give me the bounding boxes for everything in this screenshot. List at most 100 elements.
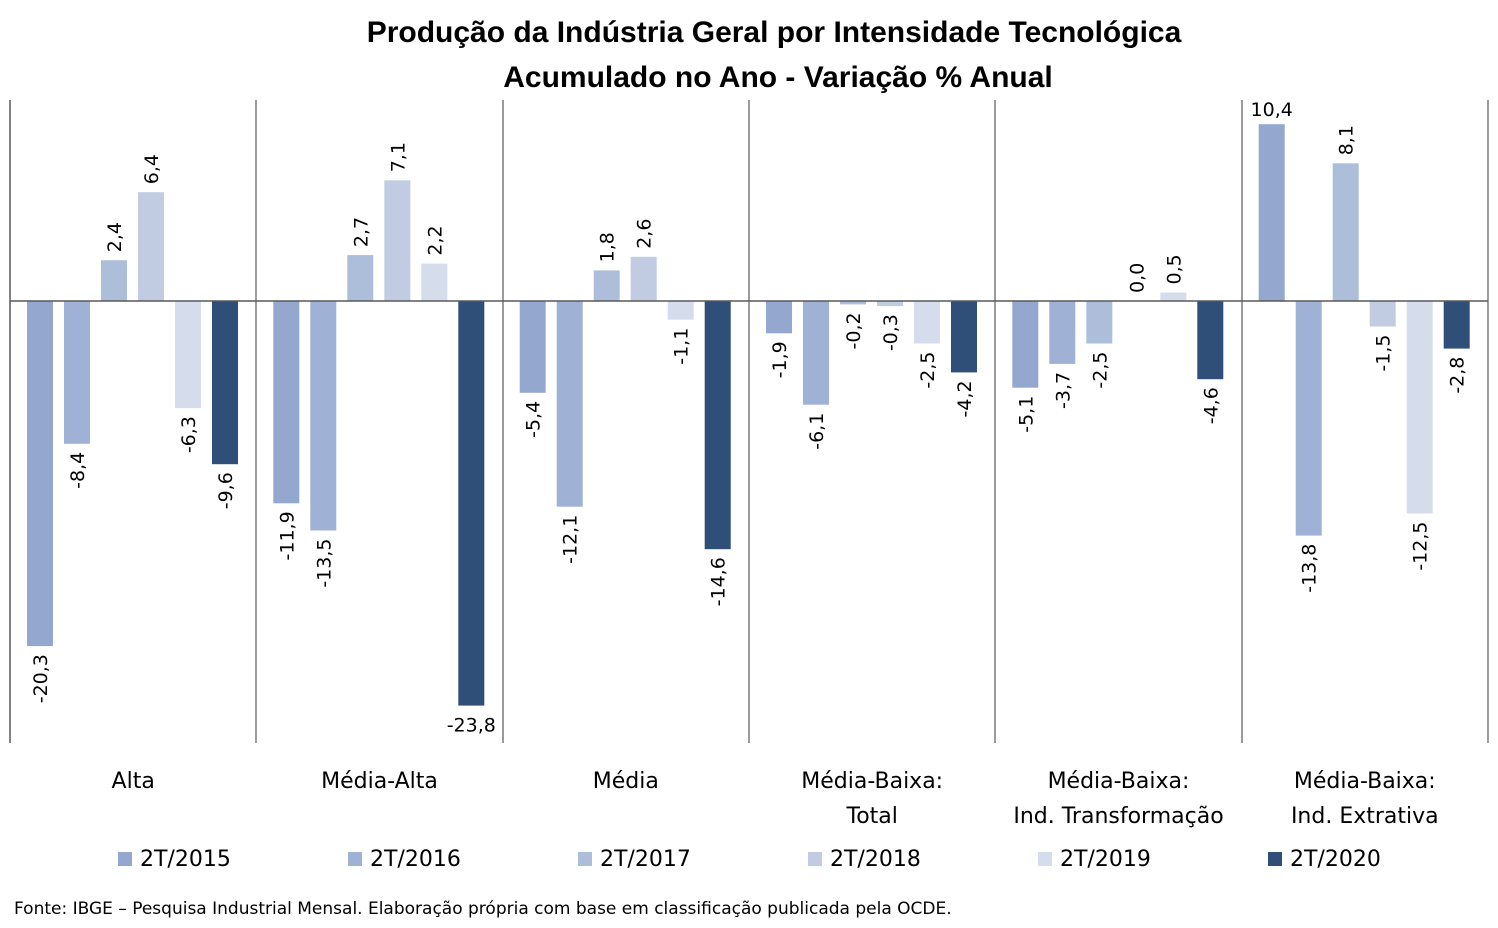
legend: 2T/2015 2T/2016 2T/2017 2T/2018 2T/2019 2T/20… (118, 847, 1381, 872)
data-label: -9,6 (215, 472, 237, 509)
bar-2T-2020-cat-3 (951, 301, 977, 373)
bar-2T-2018-cat-0 (138, 192, 164, 301)
bar-2T-2020-cat-2 (704, 301, 731, 550)
bar-2T-2015-cat-1 (273, 301, 300, 504)
data-label: -1,1 (671, 328, 693, 365)
category-label: Média (593, 769, 659, 794)
data-label: 8,1 (1336, 125, 1358, 155)
bar-2T-2019-cat-2 (667, 301, 694, 320)
data-label: -8,4 (67, 452, 89, 489)
data-label: -3,7 (1052, 372, 1074, 409)
bar-2T-2019-cat-0 (175, 301, 201, 409)
bar-2T-2016-cat-1 (310, 301, 337, 531)
bar-2T-2017-cat-3 (840, 301, 866, 305)
data-label: -2,8 (1447, 357, 1469, 394)
bar-2T-2017-cat-4 (1086, 301, 1113, 344)
data-label: -6,3 (178, 416, 200, 453)
legend-swatch (1268, 852, 1282, 866)
data-label: 1,8 (597, 232, 619, 262)
data-label: 0,5 (1163, 254, 1185, 284)
category-label: Média-Baixa: (1294, 769, 1436, 794)
data-label: -5,1 (1015, 396, 1037, 433)
data-label: -1,9 (769, 341, 791, 378)
bar-2T-2020-cat-5 (1443, 301, 1470, 349)
data-labels: -20,3 -11,9 -5,4 -1,9 -5,1 10,4 -8,4 -13,5 -12,1… (30, 99, 1469, 736)
legend-swatch (808, 852, 822, 866)
bar-2T-2019-cat-5 (1406, 301, 1433, 514)
data-label: -11,9 (276, 511, 298, 560)
bar-2T-2015-cat-4 (1012, 301, 1039, 388)
bar-2T-2018-cat-3 (877, 301, 903, 307)
data-label: -5,4 (523, 401, 545, 438)
bar-2T-2016-cat-5 (1295, 301, 1322, 536)
data-label: -6,1 (806, 413, 828, 450)
bar-2T-2019-cat-1 (421, 263, 448, 301)
data-label: 0,0 (1126, 263, 1148, 293)
bar-2T-2016-cat-3 (803, 301, 829, 405)
data-label: 6,4 (141, 154, 163, 184)
legend-swatch (1038, 852, 1052, 866)
legend-swatch (578, 852, 592, 866)
data-label: 7,1 (387, 142, 409, 172)
category-label: Ind. Extrativa (1291, 804, 1439, 829)
category-label: Alta (112, 769, 155, 794)
data-label: 10,4 (1251, 99, 1293, 121)
data-label: -13,8 (1299, 544, 1321, 593)
bar-2T-2018-cat-2 (630, 256, 657, 301)
data-label: 2,4 (104, 222, 126, 252)
data-label: -0,3 (880, 314, 902, 351)
data-label: 2,6 (634, 219, 656, 249)
data-label: -12,5 (1410, 522, 1432, 571)
bar-2T-2020-cat-4 (1197, 301, 1224, 380)
bar-2T-2017-cat-2 (593, 270, 620, 301)
legend-label: 2T/2015 (140, 847, 231, 872)
legend-label: 2T/2017 (600, 847, 691, 872)
bar-2T-2015-cat-3 (766, 301, 792, 334)
bar-2T-2018-cat-1 (384, 180, 411, 301)
category-label: Total (846, 804, 898, 829)
data-label: -23,8 (447, 715, 496, 737)
data-label: 2,2 (424, 225, 446, 255)
bar-2T-2020-cat-0 (212, 301, 238, 465)
bar-2T-2016-cat-4 (1049, 301, 1076, 364)
bar-2T-2017-cat-0 (101, 260, 127, 301)
chart-title-line-2: Acumulado no Ano - Variação % Anual (503, 61, 1053, 94)
category-axis-labels: Alta Média-Alta Média Média-Baixa: Total Médi… (112, 769, 1439, 829)
data-label: -2,5 (1089, 352, 1111, 389)
category-label: Média-Baixa: (1048, 769, 1190, 794)
bar-2T-2017-cat-5 (1332, 163, 1359, 301)
data-label: -4,2 (954, 380, 976, 417)
legend-swatch (118, 852, 132, 866)
legend-label: 2T/2019 (1060, 847, 1151, 872)
data-label: -4,6 (1200, 387, 1222, 424)
bar-2T-2015-cat-5 (1258, 124, 1285, 301)
data-label: -1,5 (1373, 335, 1395, 372)
category-label: Média-Baixa: (801, 769, 943, 794)
category-label: Média-Alta (321, 769, 438, 794)
source-note: Fonte: IBGE – Pesquisa Industrial Mensal… (14, 899, 952, 919)
legend-label: 2T/2020 (1290, 847, 1381, 872)
legend-swatch (348, 852, 362, 866)
bar-2T-2019-cat-3 (914, 301, 940, 344)
category-label: Ind. Transformação (1013, 804, 1223, 829)
data-label: -13,5 (313, 539, 335, 588)
data-label: 2,7 (350, 217, 372, 247)
bar-2T-2015-cat-0 (27, 301, 53, 647)
data-label: -2,5 (917, 352, 939, 389)
plot-area (9, 100, 1489, 743)
data-label: -20,3 (30, 654, 52, 703)
legend-label: 2T/2016 (370, 847, 461, 872)
bar-2T-2016-cat-0 (64, 301, 90, 444)
chart-title-line-1: Produção da Indústria Geral por Intensid… (367, 16, 1182, 49)
bar-2T-2019-cat-4 (1160, 292, 1187, 301)
bar-2T-2017-cat-1 (347, 255, 374, 301)
data-label: -14,6 (708, 557, 730, 606)
bar-2T-2015-cat-2 (519, 301, 546, 393)
data-label: -0,2 (843, 312, 865, 349)
data-label: -12,1 (560, 515, 582, 564)
bar-2T-2020-cat-1 (458, 301, 485, 706)
bar-2T-2018-cat-5 (1369, 301, 1396, 327)
legend-label: 2T/2018 (830, 847, 921, 872)
bar-2T-2016-cat-2 (556, 301, 583, 507)
